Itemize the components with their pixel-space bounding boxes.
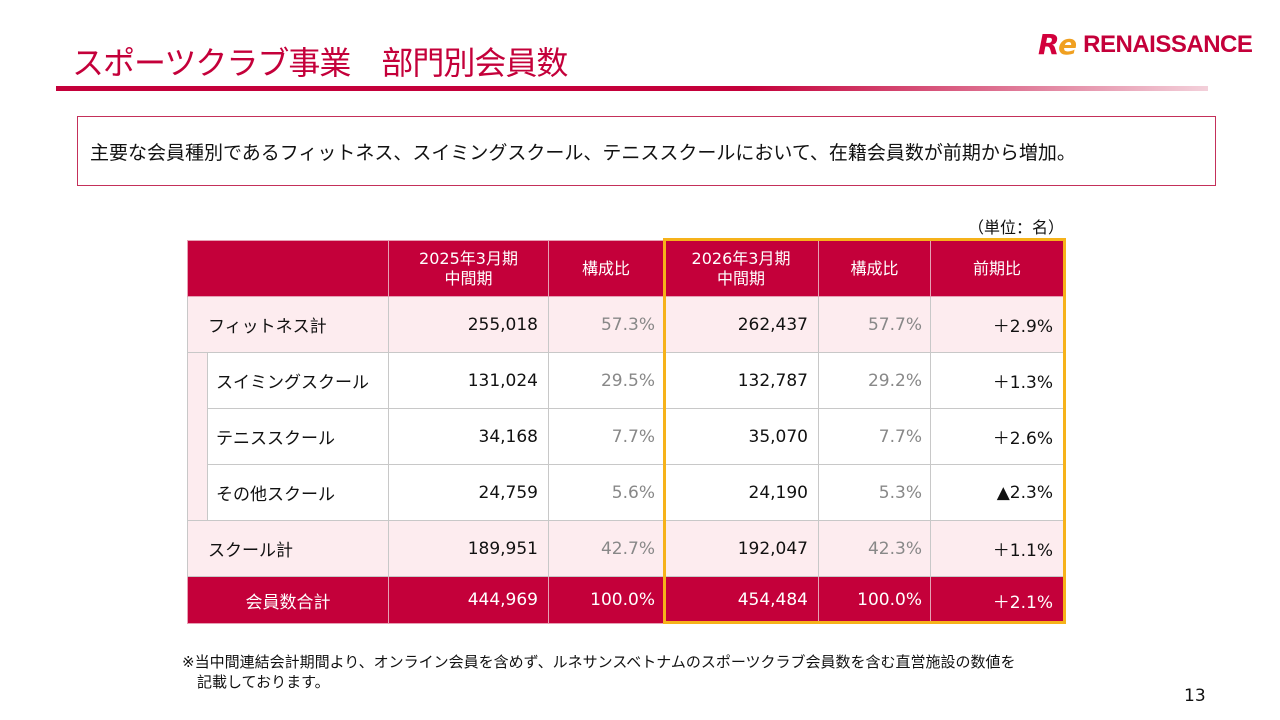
ratio-2026: 100.0% [818,576,931,624]
unit-label: （単位：名） [968,218,1065,237]
header-2026: 2026年3月期 中間期 [663,240,819,297]
table-row: フィットネス計 255,018 57.3% 262,437 57.7% ＋2.9… [187,296,1064,353]
table-header: 2025年3月期 中間期 構成比 2026年3月期 中間期 構成比 前期比 [187,240,1064,297]
yoy: ＋2.6% [930,408,1064,465]
table-row: テニススクール 34,168 7.7% 35,070 7.7% ＋2.6% [188,408,1064,465]
row-label: スクール計 [187,520,389,577]
value-2026: 35,070 [663,408,819,465]
row-label: その他スクール [207,464,389,521]
page-number: 13 [1184,686,1206,706]
ratio-2025: 7.7% [548,408,664,465]
footnote: ※当中間連結会計期間より、オンライン会員を含めず、ルネサンスベトナムのスポーツク… [182,653,1016,691]
page-title: スポーツクラブ事業 部門別会員数 [72,44,568,82]
value-2025: 34,168 [388,408,549,465]
logo-text: RENAISSANCE [1083,30,1253,58]
ratio-2026: 57.7% [818,296,931,353]
yoy: ＋2.9% [930,296,1064,353]
header-ratio-2025: 構成比 [548,240,664,297]
yoy: ＋1.3% [930,352,1064,409]
yoy: ＋2.1% [930,576,1064,624]
value-2026: 262,437 [663,296,819,353]
ratio-2026: 7.7% [818,408,931,465]
yoy: ＋1.1% [930,520,1064,577]
ratio-2025: 57.3% [548,296,664,353]
summary-box: 主要な会員種別であるフィットネス、スイミングスクール、テニススクールにおいて、在… [77,116,1216,186]
header-ratio-2026: 構成比 [818,240,931,297]
ratio-2026: 42.3% [818,520,931,577]
ratio-2025: 5.6% [548,464,664,521]
renaissance-logo: Re RENAISSANCE [1038,28,1253,61]
value-2025: 189,951 [388,520,549,577]
value-2026: 132,787 [663,352,819,409]
indent-cell [187,352,208,521]
row-label: フィットネス計 [187,296,389,353]
value-2025: 131,024 [388,352,549,409]
ratio-2025: 100.0% [548,576,664,624]
header-yoy: 前期比 [930,240,1064,297]
title-underline [56,86,1208,91]
row-label: スイミングスクール [207,352,389,409]
ratio-2025: 42.7% [548,520,664,577]
logo-mark-icon: Re [1038,28,1078,61]
table-row: スイミングスクール 131,024 29.5% 132,787 29.2% ＋1… [187,352,1064,521]
ratio-2026: 5.3% [818,464,931,521]
value-2025: 255,018 [388,296,549,353]
table-row: スクール計 189,951 42.7% 192,047 42.3% ＋1.1% [187,520,1064,577]
total-row: 会員数合計 444,969 100.0% 454,484 100.0% ＋2.1… [187,576,1064,624]
header-blank [187,240,389,297]
membership-table: 2025年3月期 中間期 構成比 2026年3月期 中間期 構成比 前期比 フィ… [187,240,1064,624]
header-2025: 2025年3月期 中間期 [388,240,549,297]
table-row: その他スクール 24,759 5.6% 24,190 5.3% ▲2.3% [188,464,1064,521]
value-2026: 192,047 [663,520,819,577]
row-label: テニススクール [207,408,389,465]
ratio-2025: 29.5% [548,352,664,409]
ratio-2026: 29.2% [818,352,931,409]
value-2026: 454,484 [663,576,819,624]
yoy: ▲2.3% [930,464,1064,521]
value-2025: 444,969 [388,576,549,624]
row-label: 会員数合計 [187,576,389,624]
value-2026: 24,190 [663,464,819,521]
value-2025: 24,759 [388,464,549,521]
